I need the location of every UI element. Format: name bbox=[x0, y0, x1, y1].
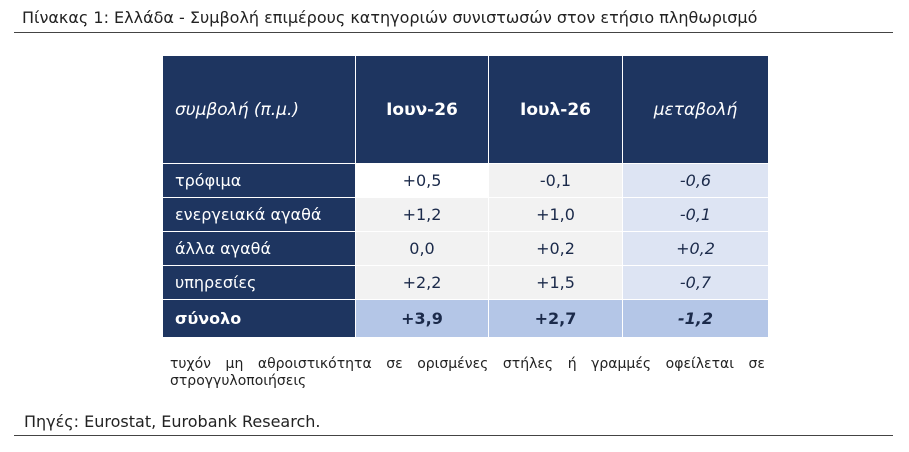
rule bbox=[14, 435, 893, 436]
cell: +0,2 bbox=[488, 231, 623, 266]
note: τυχόν μη αθροιστικότητα σε ορισμένες στή… bbox=[170, 356, 765, 389]
cell: -0,7 bbox=[622, 265, 769, 300]
cell: +1,5 bbox=[488, 265, 623, 300]
cell: -0,1 bbox=[622, 197, 769, 232]
rule bbox=[14, 32, 893, 33]
title: Πίνακας 1: Ελλάδα - Συμβολή επιμέρους κα… bbox=[22, 8, 758, 27]
cell: 0,0 bbox=[355, 231, 489, 266]
cell: +1,2 bbox=[355, 197, 489, 232]
row-label: άλλα αγαθά bbox=[162, 231, 356, 266]
column-header: μεταβολή bbox=[622, 55, 769, 164]
cell: -1,2 bbox=[622, 299, 769, 338]
cell: -0,6 bbox=[622, 163, 769, 198]
row-label: σύνολο bbox=[162, 299, 356, 338]
cell: +3,9 bbox=[355, 299, 489, 338]
table-body: τρόφιμα +0,5 -0,1 -0,6 ενεργειακά αγαθά +1,2 +… bbox=[162, 163, 769, 338]
table-row: σύνολο +3,9 +2,7 -1,2 bbox=[162, 299, 769, 338]
row-label: υπηρεσίες bbox=[162, 265, 356, 300]
cell: +1,0 bbox=[488, 197, 623, 232]
source: Πηγές: Eurostat, Eurobank Research. bbox=[24, 412, 321, 431]
cell: +0,2 bbox=[622, 231, 769, 266]
cell: +2,7 bbox=[488, 299, 623, 338]
column-header: Ιουν-26 bbox=[355, 55, 489, 164]
table: συμβολή (π.μ.) Ιουν-26 Ιουλ-26 μεταβολή … bbox=[162, 55, 769, 338]
cell: -0,1 bbox=[488, 163, 623, 198]
column-header: συμβολή (π.μ.) bbox=[162, 55, 356, 164]
table-row: άλλα αγαθά 0,0 +0,2 +0,2 bbox=[162, 231, 769, 266]
cell: +0,5 bbox=[355, 163, 489, 198]
table-row: ενεργειακά αγαθά +1,2 +1,0 -0,1 bbox=[162, 197, 769, 232]
row-label: ενεργειακά αγαθά bbox=[162, 197, 356, 232]
cell: +2,2 bbox=[355, 265, 489, 300]
column-header: Ιουλ-26 bbox=[488, 55, 623, 164]
header-row: συμβολή (π.μ.) Ιουν-26 Ιουλ-26 μεταβολή bbox=[162, 55, 769, 164]
table-row: τρόφιμα +0,5 -0,1 -0,6 bbox=[162, 163, 769, 198]
row-label: τρόφιμα bbox=[162, 163, 356, 198]
table-row: υπηρεσίες +2,2 +1,5 -0,7 bbox=[162, 265, 769, 300]
